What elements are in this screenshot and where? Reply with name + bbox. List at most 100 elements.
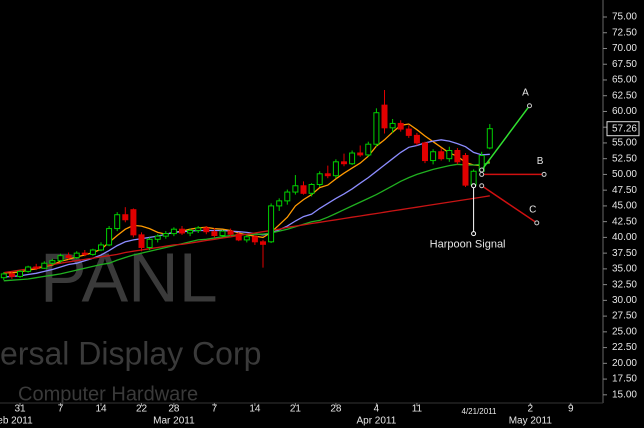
candle-body	[365, 143, 372, 156]
candle-body	[268, 205, 275, 243]
y-tick-label: 27.50	[612, 311, 637, 322]
candle-body	[324, 173, 331, 177]
month-label: Feb 2011	[0, 416, 33, 427]
candle-body	[292, 185, 299, 193]
candle-body	[138, 234, 145, 248]
y-tick-label: 22.50	[612, 342, 637, 353]
projection-line	[481, 185, 538, 224]
candle-body	[211, 231, 218, 237]
candle-body	[357, 152, 364, 156]
candle-body	[0, 273, 7, 279]
candle-body	[114, 214, 121, 230]
x-tick-label: 9	[568, 404, 574, 415]
y-tick-label: 65.00	[612, 75, 637, 86]
candle-body	[130, 209, 137, 236]
projection-label: C	[529, 205, 536, 216]
y-tick-label: 55.00	[612, 138, 637, 149]
candle-body	[73, 252, 80, 259]
projection-label: A	[522, 87, 529, 98]
candle-body	[397, 122, 404, 130]
y-tick-label: 30.00	[612, 295, 637, 306]
candle-body	[349, 152, 356, 165]
harpoon-point	[471, 231, 477, 237]
moving-average-line	[3, 139, 490, 278]
projection-line	[481, 105, 531, 171]
watermark-company: ersal Display Corp	[0, 335, 261, 371]
y-tick-label: 15.00	[612, 389, 637, 400]
projection-point	[479, 183, 485, 189]
candle-body	[454, 149, 461, 163]
candle-body	[251, 236, 258, 243]
candle-body	[187, 229, 194, 234]
candle-body	[284, 191, 291, 202]
y-tick-label: 32.50	[612, 279, 637, 290]
projection-point	[534, 220, 540, 226]
candle-body	[162, 233, 169, 237]
candle-body	[235, 233, 242, 241]
candle-body	[179, 228, 185, 234]
y-tick-label: 45.00	[612, 201, 637, 212]
candle-body	[438, 151, 445, 160]
projection-label: B	[537, 156, 544, 167]
y-tick-label: 40.00	[612, 232, 637, 243]
candle-body	[41, 262, 48, 269]
candle-body	[446, 149, 453, 160]
candle-body	[470, 170, 477, 186]
month-label: Mar 2011	[153, 416, 195, 427]
x-tick-label: 2	[528, 404, 534, 415]
candle-body	[65, 255, 72, 259]
candle-body	[405, 128, 412, 136]
candle-body	[243, 236, 250, 241]
candle-body	[219, 230, 226, 237]
candle-body	[195, 227, 202, 231]
moving-average-line	[3, 195, 490, 274]
candle-body	[316, 173, 323, 185]
candle-body	[276, 200, 283, 207]
y-tick-label: 75.00	[612, 12, 637, 23]
projection-point	[479, 171, 485, 177]
candle-body	[462, 155, 469, 186]
candle-body	[203, 227, 210, 233]
y-tick-label: 37.50	[612, 248, 637, 259]
y-tick-label: 47.50	[612, 185, 637, 196]
y-tick-label: 25.00	[612, 326, 637, 337]
last-price-label: 57.26	[612, 123, 637, 134]
candle-body	[422, 142, 428, 162]
x-tick-label: 31	[14, 404, 26, 415]
x-tick-label: 7	[58, 404, 64, 415]
candle-body	[341, 161, 347, 165]
last-price-box	[606, 121, 640, 137]
candle-body	[381, 104, 388, 129]
x-tick-label: 7	[212, 404, 218, 415]
candle-body	[389, 122, 396, 129]
candle-body	[17, 270, 23, 277]
x-tick-label: 11	[412, 404, 423, 415]
harpoon-label: Harpoon Signal	[430, 239, 506, 251]
candle-body	[33, 266, 40, 269]
candle-body	[300, 185, 307, 194]
y-tick-label: 62.50	[612, 90, 637, 101]
candle-body	[98, 244, 104, 251]
candle-body	[81, 252, 88, 255]
y-tick-label: 52.50	[612, 153, 637, 164]
projection-point	[541, 171, 547, 177]
x-tick-label: 4	[374, 404, 380, 415]
y-tick-label: 50.00	[612, 169, 637, 180]
y-tick-label: 42.50	[612, 216, 637, 227]
candle-body	[89, 249, 96, 255]
candle-body	[413, 134, 420, 144]
projection-point	[526, 103, 532, 109]
x-tick-label: 28	[168, 404, 180, 415]
month-label: May 2011	[509, 416, 553, 427]
watermark-sector: Computer Hardware	[18, 383, 198, 405]
x-tick-label: 22	[136, 404, 148, 415]
x-tick-label: 14	[95, 404, 107, 415]
y-tick-label: 17.50	[612, 374, 637, 385]
candle-body	[170, 228, 177, 235]
candle-body	[122, 214, 129, 221]
candle-body	[106, 228, 113, 246]
candle-body	[486, 128, 493, 149]
y-tick-label: 70.00	[612, 43, 637, 54]
